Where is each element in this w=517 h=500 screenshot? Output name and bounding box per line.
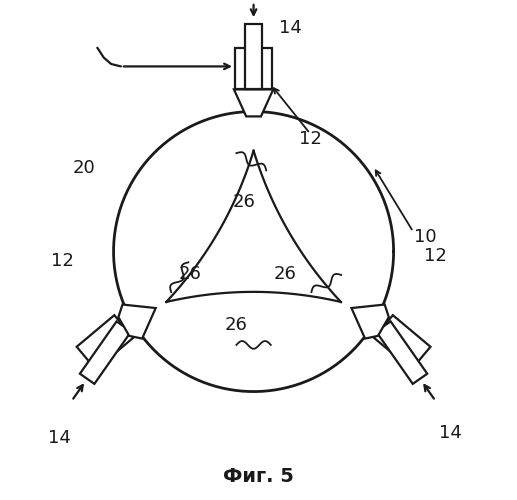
Polygon shape [234, 90, 273, 117]
Polygon shape [235, 48, 272, 90]
Text: 12: 12 [299, 130, 322, 148]
Text: 14: 14 [279, 19, 302, 37]
Text: 10: 10 [414, 228, 437, 246]
Text: 12: 12 [424, 248, 447, 266]
Polygon shape [376, 322, 427, 384]
Polygon shape [77, 315, 133, 370]
Polygon shape [80, 322, 131, 384]
Text: 20: 20 [73, 159, 96, 177]
Polygon shape [352, 304, 389, 338]
Polygon shape [374, 315, 431, 370]
Text: Фиг. 5: Фиг. 5 [223, 467, 294, 486]
Text: 26: 26 [178, 264, 201, 282]
Text: 26: 26 [274, 264, 297, 282]
Polygon shape [245, 24, 263, 90]
Polygon shape [118, 304, 156, 338]
Text: 12: 12 [51, 252, 73, 270]
Text: 14: 14 [48, 430, 71, 448]
Text: 26: 26 [232, 194, 255, 212]
Text: 26: 26 [225, 316, 248, 334]
Text: 14: 14 [439, 424, 462, 442]
